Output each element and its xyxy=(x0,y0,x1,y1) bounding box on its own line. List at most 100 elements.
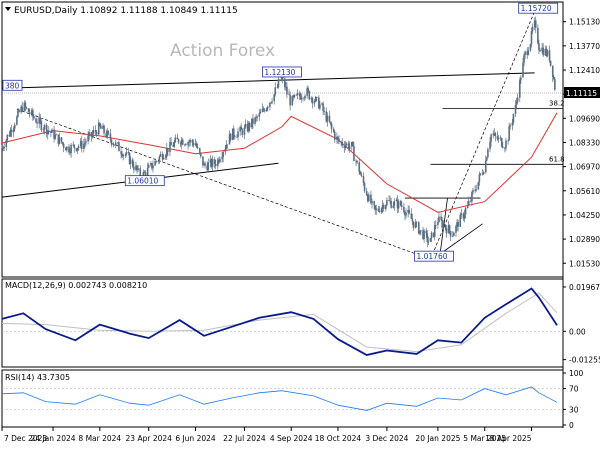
candle-body xyxy=(429,238,432,242)
candle-body xyxy=(524,51,526,56)
candle-body xyxy=(40,121,43,131)
candle-body xyxy=(531,27,534,32)
candle-body xyxy=(270,102,272,104)
x-tick-label: 7 Dec 2023 xyxy=(4,434,47,443)
candle-body xyxy=(30,109,33,115)
candle-body xyxy=(162,157,165,160)
candle-body xyxy=(103,125,105,134)
candle-body xyxy=(202,156,204,166)
candle-body xyxy=(501,146,504,148)
candle-body xyxy=(16,116,18,125)
candle-body xyxy=(315,97,318,98)
candle-body xyxy=(152,165,154,169)
candle-body xyxy=(77,146,80,149)
macd-y-tick-label: 0.00 xyxy=(569,327,586,336)
candle-body xyxy=(472,189,474,192)
candle-body xyxy=(241,129,244,135)
candle-body xyxy=(165,147,168,156)
candle-body xyxy=(172,145,174,147)
candle-body xyxy=(39,117,42,122)
candle-body xyxy=(210,159,213,167)
candle-body xyxy=(237,131,239,137)
trendline xyxy=(16,108,431,260)
candle-body xyxy=(365,190,368,196)
layer-labels: 1.151301.137701.124101.110501.096901.083… xyxy=(2,2,600,443)
candle-body xyxy=(415,222,418,224)
candle-body xyxy=(328,115,331,122)
candle-body xyxy=(554,79,556,90)
candle-body xyxy=(169,141,171,153)
candle-body xyxy=(114,142,117,146)
candle-body xyxy=(520,77,522,81)
candle-body xyxy=(313,101,316,104)
candle-body xyxy=(2,148,4,149)
price-annotation-label: 1.15720 xyxy=(521,4,552,13)
candle-body xyxy=(530,31,533,45)
candle-body xyxy=(289,94,291,106)
candle-body xyxy=(494,133,497,137)
candle-body xyxy=(368,194,370,202)
candle-body xyxy=(301,97,303,100)
x-tick-label: 18 Apr 2025 xyxy=(485,434,532,443)
candle-body xyxy=(442,224,445,228)
candle-body xyxy=(127,152,130,154)
candle-body xyxy=(389,200,391,202)
x-tick-label: 5 Mar 2025 xyxy=(463,434,506,443)
candle-body xyxy=(180,139,183,145)
candle-body xyxy=(484,160,487,173)
dropdown-triangle-icon[interactable] xyxy=(5,7,11,11)
candle-body xyxy=(198,148,201,153)
candle-body xyxy=(10,129,13,133)
candle-body xyxy=(489,141,491,150)
candle-body xyxy=(5,140,8,147)
candle-body xyxy=(545,48,548,56)
candle-body xyxy=(36,122,38,124)
candle-body xyxy=(76,148,79,151)
rsi-y-tick-label: 100 xyxy=(569,369,584,378)
candle-body xyxy=(343,145,346,148)
x-tick-label: 23 Apr 2024 xyxy=(126,434,173,443)
candle-body xyxy=(73,144,76,149)
candle-body xyxy=(176,137,179,140)
candle-body xyxy=(196,147,199,149)
fibonacci-label: 38.2 xyxy=(549,99,565,107)
macd-signal-line xyxy=(1,292,558,353)
candle-body xyxy=(553,76,555,80)
moving-average-line xyxy=(1,112,558,213)
candle-body xyxy=(515,101,518,106)
candle-body xyxy=(194,143,197,146)
candle-body xyxy=(397,201,400,209)
candle-body xyxy=(53,129,55,139)
candle-body xyxy=(43,125,46,130)
candle-body xyxy=(200,152,202,157)
candle-body xyxy=(131,159,134,167)
candle-body xyxy=(445,228,448,234)
candle-body xyxy=(219,159,221,163)
current-price-tag xyxy=(564,86,600,98)
candle-body xyxy=(214,163,217,167)
candle-body xyxy=(360,174,363,177)
candle-body xyxy=(417,222,420,234)
candle-body xyxy=(281,76,284,79)
candle-body xyxy=(544,48,547,56)
candle-body xyxy=(375,208,378,211)
candle-body xyxy=(58,137,61,144)
candle-body xyxy=(232,128,235,137)
candle-body xyxy=(6,134,9,141)
candle-body xyxy=(464,207,467,215)
candle-body xyxy=(291,96,294,106)
candle-body xyxy=(274,87,277,95)
candle-body xyxy=(3,146,5,149)
candle-body xyxy=(419,230,421,234)
candle-body xyxy=(184,144,186,146)
candle-body xyxy=(348,146,351,149)
candle-body xyxy=(265,108,268,112)
candle-body xyxy=(496,136,499,140)
candle-body xyxy=(482,172,485,175)
candle-body xyxy=(136,165,138,171)
candle-body xyxy=(539,49,541,52)
candle-body xyxy=(378,210,381,213)
main-y-tick-label: 1.04250 xyxy=(569,211,600,220)
candle-body xyxy=(475,189,477,191)
